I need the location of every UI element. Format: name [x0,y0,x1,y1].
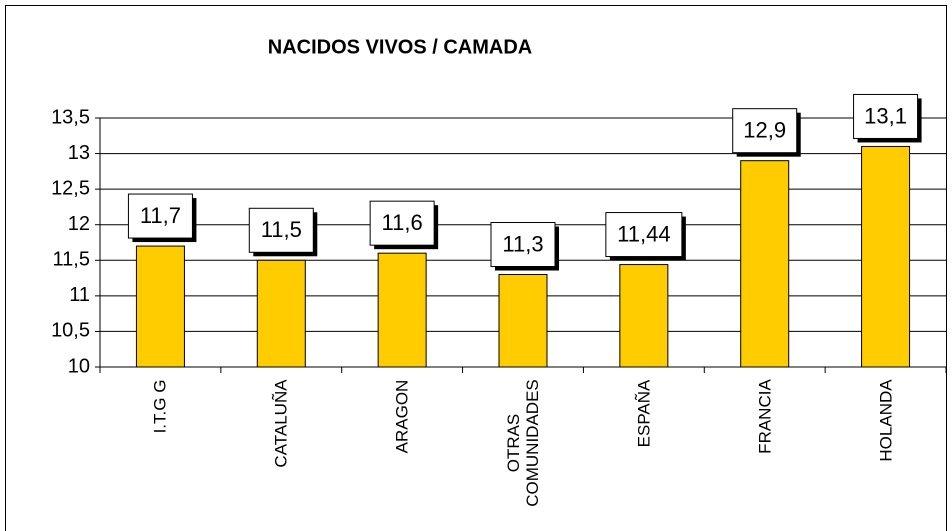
value-label: 11,5 [261,217,302,242]
y-tick-label: 10 [68,355,90,377]
bar [619,264,669,368]
x-tick-label: ESPAÑA [634,379,654,447]
label-box [490,222,556,268]
y-tick-label: 12,5 [51,177,90,199]
x-tick-label: HOLANDA [876,378,896,462]
x-tick-label: OTRAS COMUNIDADES [504,379,542,507]
label-box [127,193,193,239]
x-tick-label: CATALUÑA [271,378,291,468]
value-label: 12,9 [743,117,786,142]
x-tick-label: ARAGON [392,379,412,453]
value-label: 11,3 [502,231,543,256]
bar [498,274,548,368]
bar [256,259,306,368]
label-box [248,207,314,253]
y-tick-label: 11,5 [53,249,90,271]
label-box [605,212,683,258]
label-box [369,200,435,246]
chart-title: NACIDOS VIVOS / CAMADA [268,36,532,58]
x-tick-label: I.T.G G [150,379,170,433]
x-tick-label: FRANCIA [755,379,775,454]
y-tick-label: 10,5 [51,320,90,342]
bar [377,252,427,368]
label-box [853,93,919,139]
y-tick-label: 12 [68,213,90,235]
value-label: 11,6 [382,210,423,235]
y-tick-label: 13 [68,142,90,164]
bar [135,245,185,368]
value-label: 11,7 [140,203,181,228]
y-tick-label: 13,5 [51,106,90,128]
bar [740,160,790,368]
value-label: 13,1 [864,103,907,128]
value-label: 11,44 [617,221,670,246]
bar [861,145,911,368]
label-box [732,108,798,154]
y-tick-label: 11 [69,284,90,306]
